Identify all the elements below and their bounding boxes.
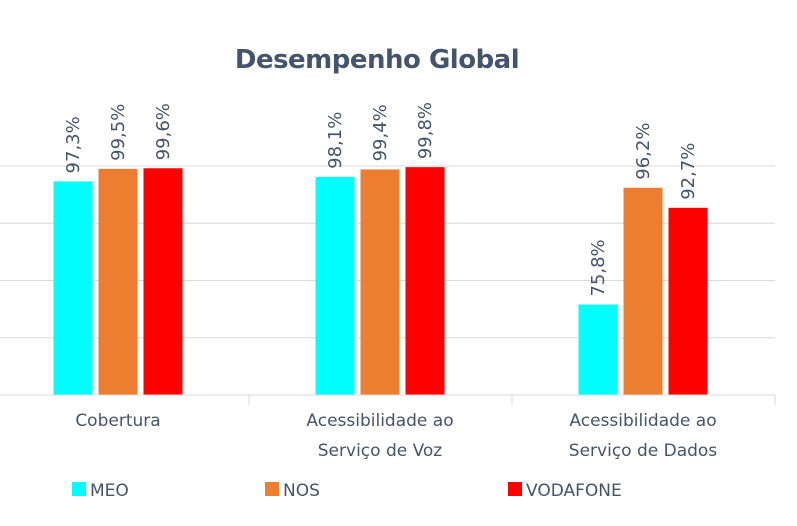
legend: MEO NOS VODAFONE	[72, 481, 622, 501]
data-labels: 97,3% 99,5% 99,6% 98,1% 99,4% 99,8% 75,8% 96,2%…	[63, 102, 699, 297]
data-label: 99,4%	[370, 104, 391, 161]
category-label: Acessibilidade ao	[306, 411, 453, 431]
bar-meo	[315, 176, 355, 395]
data-label: 92,7%	[678, 143, 699, 200]
bar-nos	[623, 187, 663, 395]
data-label: 96,2%	[633, 123, 654, 180]
data-label: 99,5%	[108, 104, 129, 161]
legend-label: NOS	[283, 481, 320, 501]
legend-swatch	[508, 482, 522, 496]
legend-item-meo: MEO	[72, 481, 129, 501]
category-labels: Cobertura Acessibilidade ao Serviço de Voz…	[75, 411, 717, 461]
data-label: 99,8%	[415, 102, 436, 159]
data-label: 97,3%	[63, 116, 84, 173]
bar-meo	[53, 181, 93, 395]
legend-swatch	[265, 482, 279, 496]
x-axis	[0, 394, 776, 405]
data-label: 98,1%	[325, 112, 346, 169]
data-label: 75,8%	[588, 239, 609, 296]
legend-label: VODAFONE	[526, 481, 622, 501]
bar-meo	[578, 304, 618, 395]
category-label: Serviço de Voz	[318, 441, 443, 461]
legend-label: MEO	[90, 481, 129, 501]
bar-vodafone	[668, 207, 708, 395]
category-label: Cobertura	[75, 411, 160, 431]
bar-nos	[360, 169, 400, 395]
legend-swatch	[72, 482, 86, 496]
category-label: Acessibilidade ao	[569, 411, 716, 431]
bar-vodafone	[405, 167, 445, 395]
bar-nos	[98, 168, 138, 395]
legend-item-vodafone: VODAFONE	[508, 481, 622, 501]
category-label: Serviço de Dados	[569, 441, 718, 461]
legend-item-nos: NOS	[265, 481, 320, 501]
bars	[53, 167, 708, 395]
chart-title: Desempenho Global	[235, 45, 519, 75]
bar-vodafone	[143, 168, 183, 395]
data-label: 99,6%	[153, 103, 174, 160]
